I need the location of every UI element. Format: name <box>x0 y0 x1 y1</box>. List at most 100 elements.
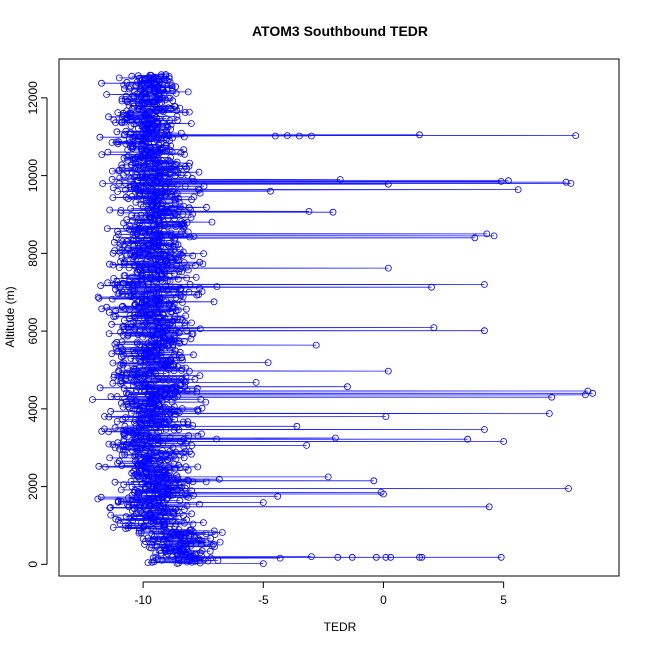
y-tick-label: 4000 <box>26 395 40 422</box>
data-point <box>384 180 392 188</box>
data-point <box>135 162 143 170</box>
data-point <box>117 380 124 387</box>
data-point <box>343 383 351 391</box>
data-point <box>497 553 505 561</box>
data-point <box>153 292 161 300</box>
data-point <box>132 155 140 163</box>
data-point <box>428 283 435 291</box>
data-point <box>147 544 155 552</box>
data-point <box>274 492 282 500</box>
data-point <box>117 377 125 385</box>
data-point <box>164 550 172 558</box>
data-point <box>152 369 160 377</box>
data-point <box>589 389 596 397</box>
data-point <box>202 398 210 406</box>
data-point <box>154 263 162 271</box>
data-point <box>132 402 140 409</box>
data-point <box>131 356 139 364</box>
data-point <box>171 200 179 207</box>
data-point <box>138 279 146 287</box>
data-point <box>108 320 115 328</box>
data-point <box>189 478 197 486</box>
data-point <box>172 90 180 97</box>
data-point <box>177 231 184 239</box>
data-point <box>145 73 153 81</box>
data-point <box>103 225 111 233</box>
data-point <box>120 154 128 162</box>
data-point <box>170 460 178 468</box>
data-point <box>136 374 144 382</box>
data-point <box>202 530 210 537</box>
data-point <box>153 347 161 355</box>
data-point <box>113 128 121 136</box>
data-point <box>120 81 128 89</box>
data-point <box>169 491 177 499</box>
data-point <box>134 447 142 455</box>
data-point <box>131 181 139 189</box>
data-point <box>166 146 174 154</box>
data-point <box>180 436 188 444</box>
data-point <box>171 269 179 277</box>
x-axis: -10 -5 0 5 <box>134 581 507 607</box>
data-point <box>181 537 189 545</box>
data-point <box>204 557 212 565</box>
data-point <box>162 115 170 122</box>
data-point <box>153 482 161 490</box>
x-axis-label: TEDR <box>324 620 357 634</box>
data-point <box>106 504 114 512</box>
data-point <box>167 308 175 316</box>
data-point <box>106 454 114 462</box>
data-point <box>174 315 181 323</box>
data-point <box>175 268 183 275</box>
data-point <box>165 178 173 186</box>
data-point <box>142 266 150 274</box>
data-point <box>115 516 122 524</box>
data-point <box>137 413 145 421</box>
data-point <box>162 504 169 512</box>
data-point <box>164 456 172 464</box>
data-point <box>141 484 149 492</box>
data-point <box>108 350 116 358</box>
data-point <box>136 445 144 452</box>
data-point <box>98 427 106 435</box>
data-point <box>156 460 164 468</box>
data-point <box>109 184 117 192</box>
data-point <box>151 155 158 163</box>
data-point <box>190 351 197 359</box>
data-point <box>134 489 142 497</box>
data-point <box>120 131 128 139</box>
data-point <box>163 142 170 149</box>
data-point <box>156 229 164 237</box>
data-point <box>165 170 173 178</box>
data-point <box>163 178 171 186</box>
data-point <box>171 210 179 218</box>
data-point <box>128 371 136 378</box>
data-point <box>176 497 184 505</box>
chart-title: ATOM3 Southbound TEDR <box>252 23 428 39</box>
data-point <box>133 493 141 501</box>
data-point <box>126 289 134 297</box>
data-point <box>163 223 171 231</box>
data-point <box>166 117 174 124</box>
data-point <box>159 318 167 326</box>
data-point <box>130 294 138 302</box>
data-point <box>127 323 135 331</box>
data-point <box>187 552 195 560</box>
data-point <box>120 431 128 439</box>
data-point <box>146 209 154 217</box>
data-point <box>122 193 130 201</box>
data-point <box>150 181 158 189</box>
data-point <box>129 254 137 262</box>
data-point <box>140 314 148 322</box>
data-point <box>119 403 127 411</box>
data-point <box>218 529 226 536</box>
data-point <box>348 553 356 561</box>
data-point <box>156 158 163 166</box>
data-point <box>194 463 202 471</box>
data-point <box>138 234 146 242</box>
data-point <box>127 354 135 362</box>
data-point <box>504 177 512 185</box>
data-point <box>94 495 102 503</box>
data-point <box>114 459 121 467</box>
data-point <box>144 371 152 379</box>
